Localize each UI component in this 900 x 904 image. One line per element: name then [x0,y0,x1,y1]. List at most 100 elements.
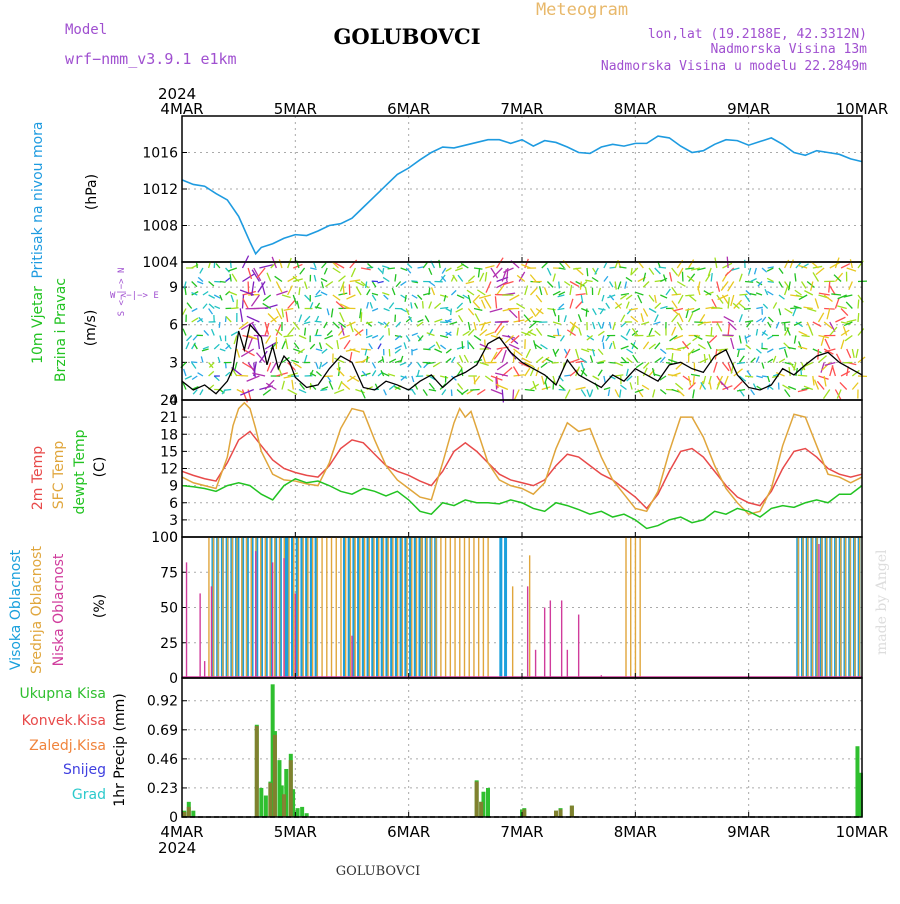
wind-arrow [299,287,300,295]
x-tick-label-bottom: 10MAR [836,823,889,841]
legend-hail: Grad [72,787,106,803]
x-tick-label-top: 6MAR [387,100,430,118]
legend-freezing: Zaledj.Kisa [29,738,106,754]
wind-arrow [486,282,491,293]
wind-arrow [326,343,333,349]
wind-arrow [785,309,793,314]
precip-convective-bar [289,760,293,817]
wind-arrow [597,363,604,364]
wind-arrow [247,316,260,322]
wind-arrow [734,382,742,390]
wind-arrow [392,288,395,295]
wind-arrow [440,376,448,378]
wind-arrow [344,340,350,349]
temperature-ytick-label: 9 [169,479,178,495]
wind-ytick-label: 6 [169,318,178,334]
wind-arrow [755,268,757,274]
clouds-ytick-label: 0 [169,671,178,687]
wind-arrow [496,377,497,389]
wind-arrow [558,329,559,336]
wind-arrow [592,278,598,282]
wind-arrow [558,309,565,310]
watermark: made by Angel [874,549,890,655]
wind-arrow [187,303,192,309]
wind-arrow [372,309,378,312]
wind-arrow [731,295,734,306]
wind-arrow [423,262,427,268]
wind-arrow [631,316,638,322]
wind-arrow [509,344,519,349]
wind-arrow [331,309,332,318]
wind-arrow [382,356,383,362]
wind-arrow [412,390,416,395]
wind-arrow [660,349,666,354]
wind-arrow [423,301,424,308]
wind-arrow [509,295,519,300]
wind-arrow [291,360,299,362]
wind-arrow [677,282,685,287]
wind-arrow [626,349,632,353]
wind-arrow [576,294,586,295]
meteogram-label: Meteogram [536,0,628,20]
wind-arrow [739,274,742,282]
wind-arrow [804,291,812,295]
wind-arrow [320,390,327,391]
wind-arrow [655,303,661,309]
wind-arrow [739,303,745,308]
wind-arrow [602,336,604,342]
wind-arrow [418,267,424,268]
precip-convective-bar [570,806,574,817]
wind-arrow [779,268,783,274]
wind-arrow [606,336,610,341]
wind-arrow [442,390,446,395]
wind-arrow [621,294,629,295]
wind-arrow [473,295,480,302]
wind-arrow [401,356,403,363]
wind-arrow [418,363,422,368]
x-tick-label-bottom: 8MAR [614,823,657,841]
wind-arrow [552,363,559,364]
wind-arrow [271,363,277,373]
wind-arrow [672,287,678,295]
wind-arrow [366,336,372,338]
wind-arrow [338,381,341,389]
wind-arrow [763,304,767,308]
wind-arrow [282,381,284,390]
wind-arrow [799,331,808,335]
wind-arrow [378,322,384,325]
wind-arrow [813,376,814,385]
wind-arrow [474,268,482,269]
wind-arrow [451,357,455,363]
wind-arrow [405,295,406,302]
wind-arrow [284,336,294,337]
wind-arrow [468,329,474,335]
wind-arrow [478,268,479,277]
x-tick-label-bottom: 5MAR [274,823,317,841]
wind-arrow [703,376,705,384]
wind-arrow [515,390,520,400]
wind-arrow [773,356,775,362]
wind-arrow [418,295,422,300]
wind-arrow [706,336,714,337]
wind-arrow [372,282,376,288]
wind-arrow [610,343,612,349]
wind-arrow [553,322,561,324]
wind-arrow [745,336,747,344]
wind-arrow [579,328,582,336]
wind-arrow [468,322,470,330]
wind-arrow [852,383,858,390]
clouds-ytick-label: 25 [160,636,178,652]
wind-arrow [429,345,435,349]
wind-arrow [400,363,406,366]
wind-arrow [240,308,242,322]
wind-arrow [226,278,231,282]
wind-arrow [630,382,632,389]
wind-arrow [608,390,609,396]
wind-arrow [266,336,271,344]
wind-arrow [779,295,785,299]
cloud-title-3: Niska Oblacnost [51,553,67,666]
pressure-unit: (hPa) [84,174,100,210]
wind-arrow [677,390,684,396]
precip-total-bar [486,788,490,817]
